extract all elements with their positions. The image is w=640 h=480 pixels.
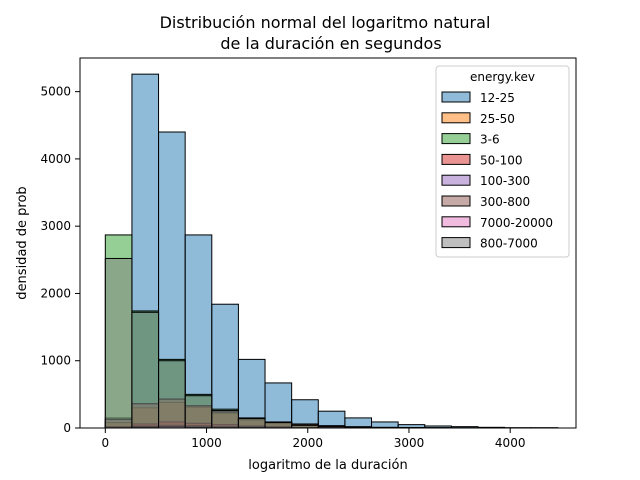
legend-swatch	[441, 195, 471, 207]
legend-label: 800-7000	[480, 237, 538, 251]
legend-item-3-6: 3-6	[441, 133, 500, 147]
x-tick-label: 1000	[191, 436, 222, 450]
bar-800-7000-bin-4	[211, 410, 239, 429]
legend-swatch	[441, 133, 471, 145]
y-tick-label: 0	[63, 421, 71, 435]
legend-title: energy.kev	[470, 70, 535, 84]
legend-swatch	[441, 174, 471, 186]
legend-item-7000-20000: 7000-20000	[441, 216, 553, 230]
x-axis-label: logaritmo de la duración	[248, 458, 407, 473]
x-tick-label: 4000	[495, 436, 526, 450]
chart-title-line-2: de la duración en segundos	[220, 34, 441, 53]
x-tick-label: 0	[101, 436, 109, 450]
x-tick-label: 3000	[394, 436, 425, 450]
x-axis-ticks: 0 1000 2000 3000 4000	[101, 428, 525, 450]
legend-label: 100-300	[480, 174, 530, 188]
y-tick-label: 1000	[40, 354, 71, 368]
legend-item-25-50: 25-50	[441, 112, 515, 126]
chart-title: Distribución normal del logaritmo natura…	[160, 13, 491, 53]
legend-swatch	[441, 153, 471, 165]
legend-label: 7000-20000	[480, 216, 553, 230]
legend-swatch	[441, 216, 471, 228]
legend-item-800-7000: 800-7000	[441, 237, 538, 251]
y-tick-label: 5000	[40, 85, 71, 99]
legend-item-100-300: 100-300	[441, 174, 530, 188]
legend-label: 50-100	[480, 153, 523, 167]
bar-800-7000-bin-1	[131, 311, 160, 429]
plot-area: 0 1000 2000 3000 4000 0 1000 2000 3000 4000 5000	[40, 57, 577, 450]
legend-item-12-25: 12-25	[441, 91, 515, 105]
legend-swatch	[441, 112, 471, 124]
y-tick-label: 2000	[40, 286, 71, 300]
bars-layer	[104, 73, 559, 429]
legend: energy.kev 12-25 25-50 3-6 50-100 100-300 300-…	[435, 65, 570, 258]
legend-swatch	[441, 237, 471, 249]
y-tick-label: 4000	[40, 152, 71, 166]
bar-12-25-bin-6	[264, 382, 293, 429]
bar-800-7000-bin-0	[104, 257, 133, 429]
legend-swatch	[441, 91, 471, 103]
legend-label: 3-6	[480, 133, 500, 147]
axes-frame	[79, 57, 577, 429]
bar-800-7000-bin-2	[158, 360, 186, 429]
bar-12-25-bin-7	[291, 399, 319, 429]
chart-title-line-1: Distribución normal del logaritmo natura…	[160, 13, 491, 32]
y-axis-ticks: 0 1000 2000 3000 4000 5000	[40, 85, 80, 435]
legend-label: 25-50	[480, 112, 515, 126]
bar-800-7000-bin-6	[264, 422, 293, 429]
legend-item-50-100: 50-100	[441, 153, 523, 167]
legend-label: 12-25	[480, 91, 515, 105]
y-tick-label: 3000	[40, 219, 71, 233]
bar-800-7000-bin-3	[184, 395, 213, 429]
bar-800-7000-bin-5	[237, 418, 266, 429]
y-axis-label: densidad de prob	[15, 186, 30, 299]
x-tick-label: 2000	[292, 436, 323, 450]
legend-item-300-800: 300-800	[441, 195, 530, 209]
legend-label: 300-800	[480, 195, 530, 209]
